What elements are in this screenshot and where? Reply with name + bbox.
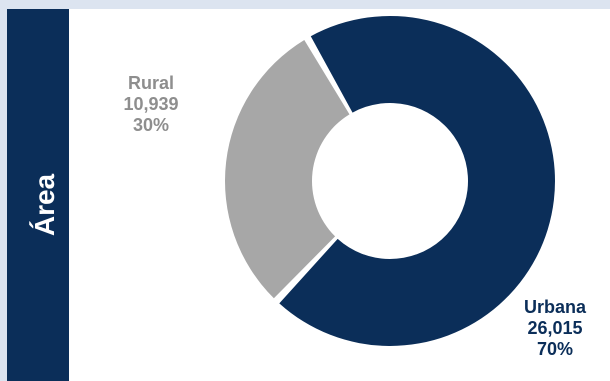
slice-name-urbana: Urbana xyxy=(523,297,586,317)
slice-percent-rural: 30% xyxy=(132,115,170,135)
slice-value-rural: 10,939 xyxy=(123,94,179,114)
slice-label-rural: Rural 10,939 30% xyxy=(108,73,194,136)
slice-value-urbana: 26,015 xyxy=(527,318,583,338)
slice-percent-urbana: 70% xyxy=(536,339,574,359)
slice-name-rural: Rural xyxy=(127,73,174,93)
slice-label-urbana: Urbana 26,015 70% xyxy=(509,297,601,360)
side-title-bar: Área xyxy=(7,9,69,381)
donut-slice-urbana xyxy=(279,16,555,347)
donut-slice-rural xyxy=(225,40,350,299)
